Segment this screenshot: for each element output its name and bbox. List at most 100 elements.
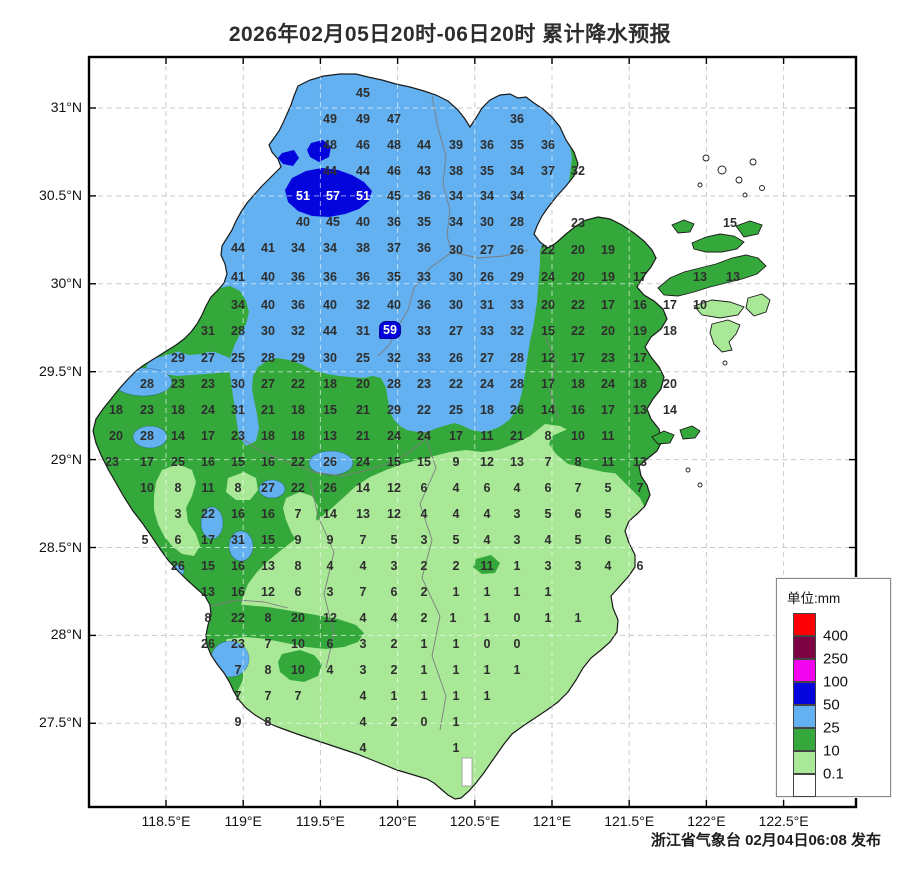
station-value: 13: [323, 429, 337, 443]
station-value: 24: [541, 270, 555, 284]
station-value: 49: [323, 112, 337, 126]
station-value: 12: [387, 507, 401, 521]
legend-swatch: [793, 613, 816, 636]
station-value: 21: [510, 429, 524, 443]
axis-ticks: [89, 57, 856, 807]
station-value: 23: [140, 403, 154, 417]
station-value: 40: [356, 215, 370, 229]
station-value: 15: [541, 324, 555, 338]
station-value: 32: [510, 324, 524, 338]
station-value: 4: [513, 481, 521, 495]
station-value: 11: [601, 429, 615, 443]
legend-swatch: [793, 636, 816, 659]
station-value: 30: [480, 215, 494, 229]
station-value: 16: [231, 507, 245, 521]
station-value: 40: [261, 298, 275, 312]
station-value: 26: [510, 403, 524, 417]
station-value: 30: [449, 270, 463, 284]
station-value: 5: [574, 533, 582, 547]
station-value: 20: [601, 324, 615, 338]
legend-label: 400: [823, 627, 849, 645]
station-value: 26: [323, 481, 337, 495]
station-value: 16: [201, 455, 215, 469]
station-value: 16: [633, 298, 647, 312]
legend-swatch: [793, 682, 816, 705]
station-value: 2: [390, 715, 398, 729]
station-value: 46: [387, 164, 401, 178]
publisher-note: 浙江省气象台 02月04日06:08 发布: [650, 832, 881, 849]
page-title: 2026年02月05日20时-06日20时 累计降水预报: [228, 23, 672, 46]
station-value: 6: [483, 481, 491, 495]
station-value: 1: [452, 689, 460, 703]
station-value: 1: [420, 663, 428, 677]
station-value: 7: [359, 533, 367, 547]
y-axis-tick-label: 27.5°N: [39, 714, 82, 731]
station-value: 28: [231, 324, 245, 338]
y-axis-tick-label: 29°N: [50, 450, 82, 467]
station-value: 51: [296, 189, 310, 203]
station-value: 17: [140, 455, 154, 469]
station-value: 20: [291, 611, 305, 625]
station-value: 6: [326, 637, 334, 651]
station-value: 1: [390, 689, 398, 703]
station-value: 6: [604, 533, 612, 547]
station-value: 21: [356, 429, 370, 443]
station-value: 34: [510, 189, 524, 203]
plot-frame: [87, 55, 858, 809]
station-value: 12: [480, 455, 494, 469]
region-green-wedge: [172, 336, 216, 355]
station-value: 17: [663, 298, 677, 312]
station-value: 25: [231, 351, 245, 365]
station-value: 2: [390, 663, 398, 677]
station-value: 3: [513, 507, 521, 521]
station-value: 11: [480, 429, 494, 443]
station-value: 5: [544, 507, 552, 521]
station-value: 1: [513, 663, 521, 677]
station-value: 4: [604, 559, 612, 573]
station-value: 4: [390, 611, 398, 625]
station-value: 40: [296, 215, 310, 229]
station-value: 6: [544, 481, 552, 495]
station-value: 26: [201, 637, 215, 651]
station-value: 10: [291, 637, 305, 651]
station-value: 2: [420, 611, 428, 625]
station-value: 0: [420, 715, 428, 729]
station-value: 38: [449, 164, 463, 178]
max-value-marker: 59: [379, 321, 401, 339]
station-value: 27: [201, 351, 215, 365]
station-value: 1: [544, 611, 552, 625]
station-value: 41: [261, 241, 275, 255]
station-value: 1: [452, 585, 460, 599]
station-value: 39: [449, 138, 463, 152]
station-value: 6: [420, 481, 428, 495]
station-value: 6: [636, 559, 644, 573]
station-value: 28: [387, 377, 401, 391]
station-value: 18: [633, 377, 647, 391]
station-value: 27: [480, 351, 494, 365]
x-axis-tick-label: 120°E: [378, 813, 417, 829]
station-value: 31: [480, 298, 494, 312]
prefecture-boundaries: [209, 95, 559, 731]
station-value: 34: [480, 189, 494, 203]
station-value: 41: [231, 270, 245, 284]
station-value: 10: [693, 298, 707, 312]
station-value: 17: [633, 270, 647, 284]
station-value: 23: [171, 377, 185, 391]
station-value: 45: [326, 215, 340, 229]
station-value: 4: [359, 559, 367, 573]
station-value: 17: [633, 351, 647, 365]
station-value: 45: [387, 189, 401, 203]
station-value: 0: [513, 611, 521, 625]
station-value: 33: [417, 324, 431, 338]
station-value: 37: [541, 164, 555, 178]
station-value: 44: [231, 241, 245, 255]
x-axis-tick-label: 122.5°E: [758, 813, 809, 829]
station-value: 22: [291, 481, 305, 495]
station-value: 18: [323, 377, 337, 391]
station-value: 14: [171, 429, 185, 443]
station-value: 33: [417, 351, 431, 365]
station-value: 6: [174, 533, 182, 547]
station-value: 45: [356, 86, 370, 100]
station-value: 20: [541, 298, 555, 312]
